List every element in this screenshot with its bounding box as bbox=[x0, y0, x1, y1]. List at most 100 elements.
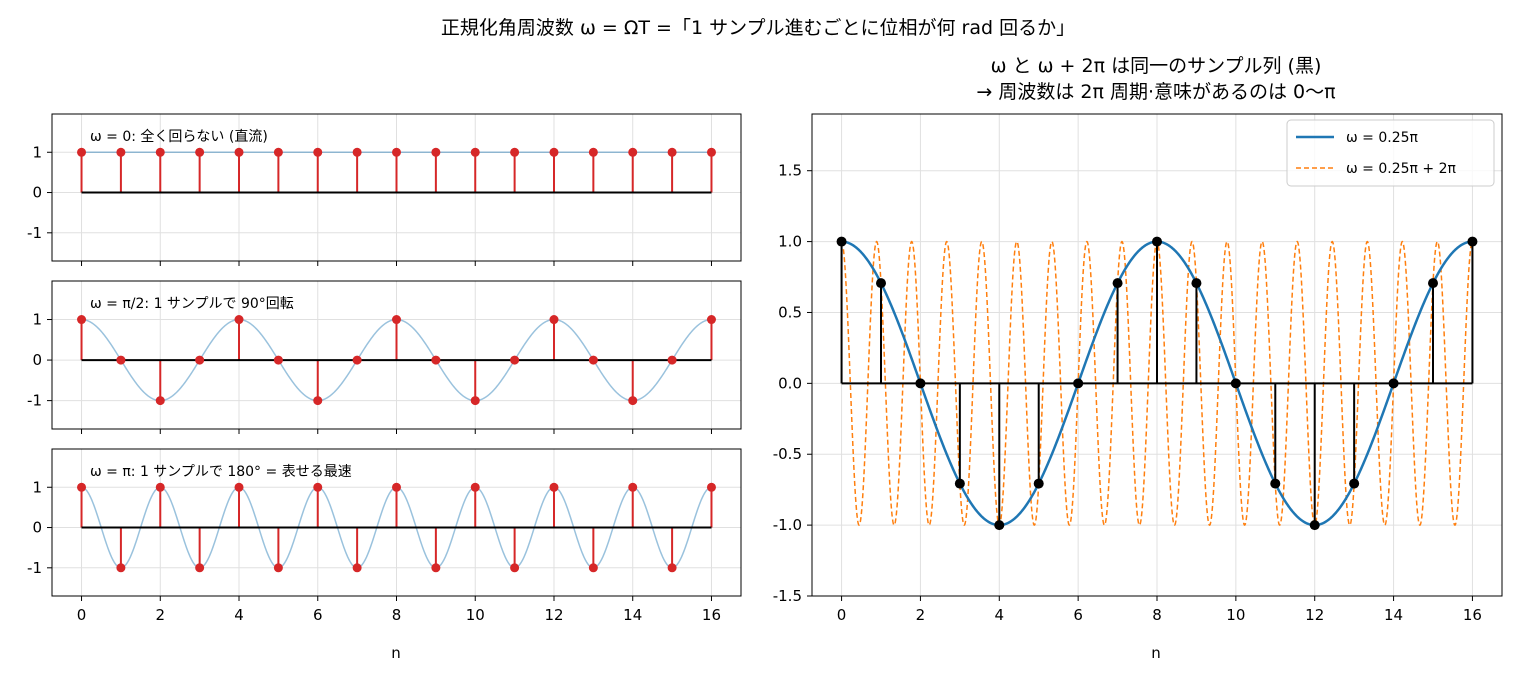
panel0-marker-11 bbox=[510, 147, 520, 157]
panel0-marker-5 bbox=[273, 147, 283, 157]
aliasing-marker-8 bbox=[1152, 236, 1162, 247]
panel1-annotation: ω = π/2: 1 サンプルで 90°回転 bbox=[90, 296, 294, 312]
panel-omega-pi: 10-1 0 2 4 6 8 10 12 14 16 ω = π: 1 サンプルで 180° =… bbox=[27, 448, 742, 662]
aliasing-marker-12 bbox=[1309, 520, 1320, 531]
panel0-ytick-label-2: -1 bbox=[27, 224, 42, 242]
panel1-marker-7 bbox=[352, 355, 362, 365]
panel2-xtick-label-6: 12 bbox=[544, 606, 563, 624]
panel2-xtick-label-5: 10 bbox=[466, 606, 485, 624]
panel2-marker-2 bbox=[155, 482, 165, 492]
panel2-stems bbox=[77, 482, 716, 573]
panel-aliasing: ω と ω + 2π は同一のサンプル列 (黒) → 周波数は 2π 周期·意味… bbox=[773, 55, 1503, 662]
panel1-marker-1 bbox=[116, 355, 126, 365]
panel0-y-ticks: 1 0 -1 bbox=[27, 143, 52, 242]
aliasing-marker-7 bbox=[1112, 278, 1123, 289]
aliasing-sample-stems bbox=[836, 236, 1478, 531]
aliasing-marker-14 bbox=[1388, 378, 1399, 389]
panel2-marker-7 bbox=[352, 563, 362, 573]
panel1-marker-8 bbox=[392, 315, 401, 325]
aliasing-marker-3 bbox=[954, 478, 965, 489]
panel0-marker-0 bbox=[77, 147, 87, 157]
aliasing-xtick-label-2: 4 bbox=[995, 606, 1005, 624]
figure-suptitle: 正規化角周波数 ω = ΩT =「1 サンプル進むごとに位相が何 rad 回るか… bbox=[441, 17, 1075, 39]
aliasing-marker-13 bbox=[1349, 478, 1360, 489]
panel2-annotation: ω = π: 1 サンプルで 180° = 表せる最速 bbox=[90, 464, 352, 480]
aliasing-title-line2: → 周波数は 2π 周期·意味があるのは 0〜π bbox=[976, 81, 1335, 103]
aliasing-marker-2 bbox=[915, 378, 926, 389]
panel1-marker-14 bbox=[628, 396, 638, 406]
panel0-marker-13 bbox=[588, 147, 598, 157]
panel0-ytick-label-0: 1 bbox=[32, 143, 42, 161]
panel2-marker-11 bbox=[510, 563, 520, 573]
aliasing-xtick-label-1: 2 bbox=[916, 606, 926, 624]
aliasing-marker-6 bbox=[1073, 378, 1084, 389]
panel0-marker-10 bbox=[470, 147, 480, 157]
legend-label-series-0: ω = 0.25π bbox=[1346, 130, 1419, 146]
panel1-marker-12 bbox=[549, 315, 559, 325]
panel-omega-half-pi: 1 0 -1 ω = π/2: 1 サンプルで 90°回転 bbox=[27, 280, 742, 434]
aliasing-marker-5 bbox=[1033, 478, 1044, 489]
aliasing-ytick-label-6: -1.5 bbox=[773, 587, 802, 605]
panel0-annotation: ω = 0: 全く回らない (直流) bbox=[90, 128, 268, 145]
aliasing-marker-16 bbox=[1467, 236, 1478, 247]
panel0-marker-4 bbox=[234, 147, 244, 157]
panel0-marker-7 bbox=[352, 147, 362, 157]
panel0-marker-3 bbox=[195, 147, 205, 157]
aliasing-x-ticks: 0 2 4 6 8 10 12 14 16 bbox=[837, 596, 1482, 624]
aliasing-xtick-label-7: 14 bbox=[1384, 606, 1403, 624]
aliasing-marker-10 bbox=[1230, 378, 1241, 389]
panel0-marker-12 bbox=[549, 147, 559, 157]
aliasing-title-line1: ω と ω + 2π は同一のサンプル列 (黒) bbox=[991, 55, 1322, 77]
aliasing-ytick-label-5: -1.0 bbox=[773, 516, 802, 534]
panel2-marker-8 bbox=[392, 482, 401, 492]
panel2-marker-0 bbox=[77, 482, 87, 492]
panel2-xtick-label-7: 14 bbox=[623, 606, 642, 624]
panel2-marker-12 bbox=[549, 482, 559, 492]
panel1-ytick-label-1: 0 bbox=[32, 351, 42, 369]
panel-omega-zero: 1 0 -1 ω = 0: 全く回らない (直流) bbox=[27, 113, 742, 266]
panel0-marker-1 bbox=[116, 147, 126, 157]
aliasing-xtick-label-3: 6 bbox=[1073, 606, 1083, 624]
aliasing-xtick-label-4: 8 bbox=[1152, 606, 1162, 624]
panel2-marker-16 bbox=[706, 482, 716, 492]
aliasing-marker-9 bbox=[1191, 278, 1202, 289]
panel1-ytick-label-2: -1 bbox=[27, 392, 42, 410]
panel2-marker-9 bbox=[431, 563, 441, 573]
panel2-x-axis-label: n bbox=[391, 644, 401, 662]
panel2-ytick-label-0: 1 bbox=[32, 478, 42, 496]
panel2-marker-14 bbox=[628, 482, 638, 492]
panel0-ytick-label-1: 0 bbox=[32, 184, 42, 202]
legend: ω = 0.25π ω = 0.25π + 2π bbox=[1286, 119, 1495, 187]
panel2-xtick-label-4: 8 bbox=[392, 606, 402, 624]
panel2-marker-10 bbox=[470, 482, 480, 492]
panel0-marker-16 bbox=[706, 147, 716, 157]
panel1-marker-3 bbox=[195, 355, 205, 365]
panel0-stems bbox=[77, 147, 716, 194]
aliasing-marker-15 bbox=[1428, 278, 1438, 289]
aliasing-marker-11 bbox=[1270, 478, 1281, 489]
panel1-stems bbox=[77, 315, 716, 406]
panel2-marker-5 bbox=[273, 563, 283, 573]
aliasing-marker-0 bbox=[836, 236, 847, 247]
panel2-marker-1 bbox=[116, 563, 126, 573]
aliasing-xtick-label-8: 16 bbox=[1463, 606, 1482, 624]
panel1-marker-4 bbox=[234, 315, 244, 325]
panel1-marker-16 bbox=[706, 315, 716, 325]
panel1-marker-0 bbox=[77, 315, 87, 325]
panel0-marker-9 bbox=[431, 147, 441, 157]
legend-label-series-1: ω = 0.25π + 2π bbox=[1346, 161, 1456, 177]
panel2-xtick-label-8: 16 bbox=[702, 606, 721, 624]
aliasing-y-ticks: 1.5 1.0 0.5 0.0 -0.5 -1.0 -1.5 bbox=[773, 162, 812, 605]
panel2-marker-15 bbox=[667, 563, 677, 573]
panel1-x-ticks bbox=[81, 429, 712, 434]
panel1-marker-5 bbox=[273, 355, 283, 365]
panel1-y-ticks: 1 0 -1 bbox=[27, 311, 52, 410]
panel2-marker-3 bbox=[195, 563, 205, 573]
panel2-ytick-label-1: 0 bbox=[32, 519, 42, 537]
panel0-x-ticks bbox=[81, 261, 712, 266]
panel1-marker-6 bbox=[313, 396, 323, 406]
aliasing-marker-1 bbox=[876, 278, 886, 289]
panel1-marker-11 bbox=[510, 355, 520, 365]
panel1-marker-10 bbox=[470, 396, 480, 406]
